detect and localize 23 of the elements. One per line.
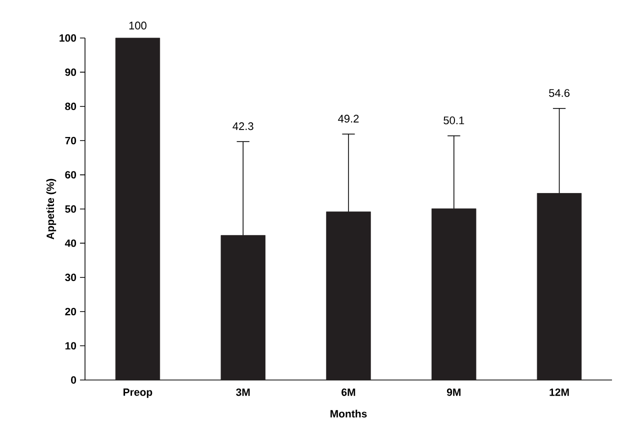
y-tick-label: 100 [60, 34, 76, 42]
y-tick-label: 30 [65, 274, 76, 282]
x-tick-label: Preop [124, 388, 152, 398]
annotation: 49.2 [338, 114, 359, 123]
annotation: 50.1 [444, 116, 464, 124]
y-tick-label: 40 [64, 239, 76, 247]
x-axis-title: Months [330, 410, 367, 418]
y-tick-label: 10 [65, 342, 76, 350]
y-axis-title: Appetite (%) [46, 178, 56, 240]
y-tick-label: 20 [65, 308, 76, 316]
x-tick-label: 3M [236, 388, 250, 396]
annotation: 100 [129, 22, 146, 30]
y-tick-label: 60 [65, 171, 76, 179]
annotation: 42.3 [232, 122, 254, 130]
y-tick-label: 80 [65, 102, 76, 110]
y-tick-label: 50 [65, 205, 76, 213]
y-tick-label: 90 [65, 68, 76, 76]
y-tick-label: 70 [65, 136, 76, 144]
x-tick-label: 12M [550, 388, 569, 396]
x-tick-label: 9M [446, 388, 460, 396]
x-tick-label: 6M [342, 388, 356, 396]
y-tick-label: 0 [71, 376, 76, 384]
annotation: 54.6 [549, 89, 570, 97]
